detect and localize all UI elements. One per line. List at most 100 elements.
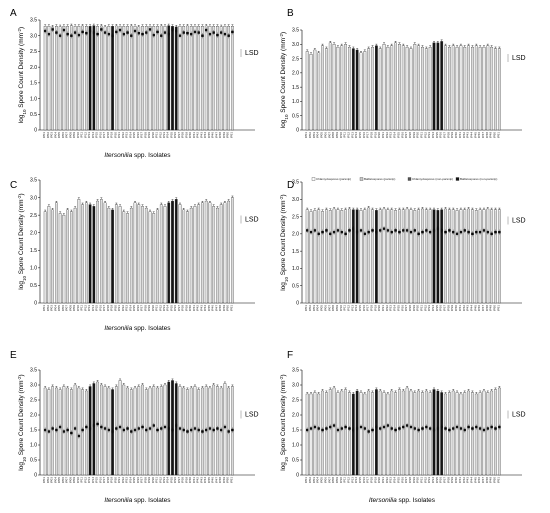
x-tick-label: IP47 <box>481 132 485 139</box>
x-tick-label: IP21 <box>381 132 385 139</box>
ylabel-sub: 10 <box>284 457 289 463</box>
x-tick-label: IP25 <box>132 132 136 139</box>
x-tick-label: IP04 <box>316 305 320 312</box>
x-tick-label: IP44 <box>469 132 473 139</box>
x-tick-label: IP51 <box>229 132 233 139</box>
xlabel-genus: Itersonilia <box>104 152 132 159</box>
x-tick-label: IP06 <box>61 132 65 139</box>
x-tick-label: IP32 <box>423 132 427 139</box>
lsd-label: LSD <box>512 412 526 419</box>
x-tick-label: IP38 <box>446 305 450 312</box>
x-tick-label: IP51 <box>496 477 500 484</box>
x-tick-label: IP30 <box>151 132 155 139</box>
x-tick-label: IP34 <box>431 477 435 484</box>
bar <box>174 26 178 131</box>
x-tick-label: IP28 <box>143 132 147 139</box>
bar <box>440 392 444 476</box>
x-tick-label: IP47 <box>481 305 485 312</box>
x-tick-label: IP19 <box>110 477 114 484</box>
x-tick-label: IP11 <box>343 305 347 311</box>
ylabel-rest: Spore Count Density (mm <box>280 200 287 277</box>
y-tick-label: 3.5 <box>30 178 37 184</box>
panel-label: F <box>287 350 293 361</box>
x-tick-label: IP49 <box>489 477 493 484</box>
x-tick-label: IP17 <box>102 132 106 139</box>
ylabel-unit-exp: -2 <box>17 28 22 32</box>
x-tick-label: IP28 <box>408 305 412 312</box>
x-tick-label: IP03 <box>312 132 316 139</box>
x-tick-label: IP45 <box>473 477 477 484</box>
panel-label: B <box>287 8 294 19</box>
x-tick-label: IP26 <box>400 477 404 484</box>
panel-label: C <box>10 180 17 191</box>
x-tick-label: IP28 <box>408 477 412 484</box>
x-tick-label: IP41 <box>458 132 462 139</box>
y-tick-label: 3.5 <box>292 28 299 34</box>
x-tick-label: IP23 <box>389 477 393 484</box>
x-tick-label: IP48 <box>218 132 222 139</box>
x-tick-label: IP48 <box>485 305 489 312</box>
y-tick-label: 3.5 <box>292 368 299 374</box>
x-tick-label: IP51 <box>229 477 233 484</box>
x-tick-label: IP09 <box>72 132 76 139</box>
x-tick-label: IP08 <box>331 132 335 139</box>
x-tick-label: IP05 <box>320 132 324 139</box>
ylabel-base: log <box>18 281 25 290</box>
ylabel-rest: Spore Count Density (mm <box>18 33 25 110</box>
bar <box>436 210 440 304</box>
ylabel-rest: Spore Count Density (mm <box>280 380 287 457</box>
x-tick-label: IP20 <box>113 132 117 139</box>
x-tick-label: IP10 <box>339 477 343 484</box>
y-tick-label: 1.5 <box>292 85 299 91</box>
x-tick-label: IP41 <box>458 477 462 484</box>
x-tick-label: IP22 <box>121 132 125 139</box>
x-tick-label: IP35 <box>435 132 439 139</box>
y-tick-label: 2.0 <box>292 232 299 238</box>
y-tick-label: 2.5 <box>292 214 299 220</box>
x-tick-label: IP18 <box>370 305 374 312</box>
y-tick-label: 2.0 <box>292 413 299 419</box>
x-tick-label: IP22 <box>385 132 389 139</box>
x-tick-label: IP22 <box>385 305 389 312</box>
x-tick-label: IP30 <box>416 132 420 139</box>
xlabel-rest: spp. Isolates <box>132 152 171 159</box>
x-tick-label: IP09 <box>335 477 339 484</box>
x-tick-label: IP10 <box>339 305 343 312</box>
bar <box>171 26 174 131</box>
x-tick-label: IP42 <box>462 305 466 312</box>
x-tick-label: IP34 <box>431 305 435 312</box>
legend-swatch <box>455 177 460 181</box>
y-tick-label: 2.0 <box>30 413 37 419</box>
x-tick-label: IP40 <box>454 132 458 139</box>
bar <box>167 25 171 131</box>
y-tick-label: 0.5 <box>30 283 37 289</box>
x-tick-label: IP38 <box>446 477 450 484</box>
y-tick-label: 0 <box>296 473 299 479</box>
x-tick-label: IP31 <box>155 477 159 484</box>
x-tick-label: IP43 <box>466 477 470 484</box>
x-tick-label: IP51 <box>229 305 233 312</box>
x-tick-label: IP46 <box>477 305 481 312</box>
legend-entry: Chlamydospores (non-parsnip) <box>412 177 453 181</box>
x-tick-label: IP50 <box>226 132 230 139</box>
x-tick-label: IP22 <box>385 477 389 484</box>
x-tick-label: IP24 <box>393 305 397 312</box>
y-tick-label: 3.5 <box>30 368 37 374</box>
x-tick-label: IP14 <box>91 477 95 484</box>
x-tick-label: IP01 <box>304 477 308 484</box>
x-tick-label: IP50 <box>493 132 497 139</box>
bar <box>440 209 444 304</box>
x-tick-label: IP14 <box>91 132 95 139</box>
x-tick-label: IP32 <box>158 305 162 312</box>
x-tick-label: IP35 <box>435 477 439 484</box>
y-tick-label: 0.5 <box>30 458 37 464</box>
x-axis-label: Itersonilia spp. Isolates <box>369 497 436 504</box>
bar <box>174 383 178 476</box>
x-tick-label: IP05 <box>320 305 324 312</box>
x-tick-label: IP37 <box>443 132 447 139</box>
x-tick-label: IP49 <box>489 305 493 312</box>
ylabel-base: log <box>280 282 287 291</box>
y-tick-label: 1.5 <box>30 248 37 254</box>
y-tick-label: 2.5 <box>30 49 37 55</box>
